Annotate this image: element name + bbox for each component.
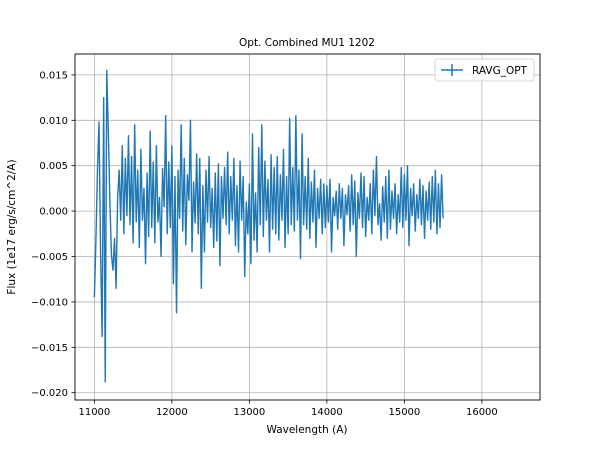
x-tick-label: 14000 xyxy=(311,407,343,418)
y-axis-label: Flux (1e17 erg/s/cm^2/A) xyxy=(6,159,18,294)
legend-series-label: RAVG_OPT xyxy=(472,65,528,77)
x-tick-label: 12000 xyxy=(156,407,188,418)
x-axis: 11000 12000 13000 14000 15000 16000 xyxy=(78,400,498,418)
y-tick-label: −0.005 xyxy=(31,252,68,263)
x-tick-label: 13000 xyxy=(233,407,265,418)
legend-box xyxy=(434,58,535,82)
x-tick-label: 15000 xyxy=(388,407,420,418)
y-tick-label: −0.015 xyxy=(31,343,68,354)
y-tick-label: 0.005 xyxy=(39,161,68,172)
plot-frame xyxy=(74,53,541,401)
legend: RAVG_OPT xyxy=(434,58,535,82)
y-tick-label: 0.010 xyxy=(39,116,68,127)
chart-title: Opt. Combined MU1 1202 xyxy=(239,37,375,49)
y-tick-label: −0.010 xyxy=(31,297,68,308)
series-line xyxy=(93,69,444,383)
x-axis-label: Wavelength (A) xyxy=(266,424,347,436)
grid-layer xyxy=(75,54,540,400)
x-tick-label: 16000 xyxy=(466,407,498,418)
x-tick-label: 11000 xyxy=(78,407,110,418)
data-layer xyxy=(93,69,444,383)
y-axis: 0.015 0.010 0.005 0.000 −0.005 −0.010 −0.015 −0… xyxy=(31,70,75,399)
y-tick-label: 0.000 xyxy=(39,207,68,218)
y-tick-label: −0.020 xyxy=(31,388,68,399)
y-tick-label: 0.015 xyxy=(39,70,68,81)
